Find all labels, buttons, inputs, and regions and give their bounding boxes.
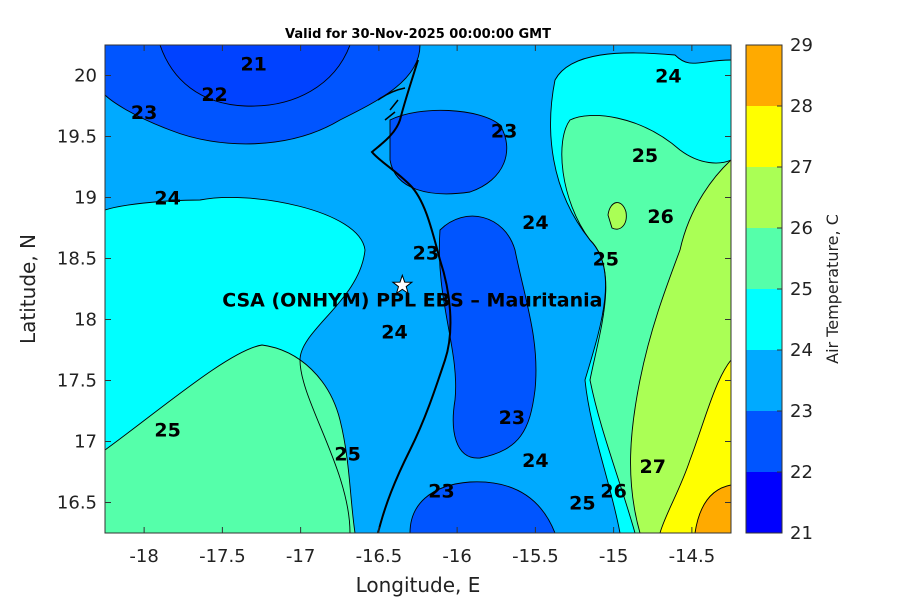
- colorbar-tick-label: 21: [790, 523, 813, 544]
- contour-label: 23: [428, 480, 454, 502]
- x-axis-label: Longitude, E: [356, 573, 481, 597]
- contour-label: 25: [593, 249, 619, 271]
- contour-lines: [105, 45, 731, 533]
- contour-label: 24: [522, 212, 548, 234]
- band-26-27-e: [660, 360, 731, 533]
- contour-label: 23: [131, 102, 157, 124]
- contour-label: 27: [640, 456, 666, 478]
- colorbar-tick-label: 23: [790, 401, 813, 422]
- colorbar-segment: [746, 350, 782, 411]
- y-tick-label: 19.5: [57, 127, 97, 148]
- contour-label: 26: [647, 206, 673, 228]
- y-tick-label: 19: [74, 188, 97, 209]
- y-tick-label: 18.5: [57, 249, 97, 270]
- x-tick-label: -16: [442, 546, 471, 567]
- colorbar-segment: [746, 106, 782, 167]
- contour-label: 24: [522, 450, 548, 472]
- site-marker[interactable]: CSA (ONHYM) PPL EBS – Mauritania: [222, 273, 602, 311]
- site-label: CSA (ONHYM) PPL EBS – Mauritania: [222, 289, 602, 311]
- colorbar-segment: [746, 228, 782, 289]
- colorbar-tick-label: 26: [790, 218, 813, 239]
- x-tick-label: -16.5: [356, 546, 403, 567]
- y-tick-label: 18: [74, 310, 97, 331]
- colorbar-segment: [746, 167, 782, 228]
- contour-label: 21: [240, 53, 266, 75]
- colorbar-segment: [746, 411, 782, 472]
- colorbar-segment: [746, 289, 782, 350]
- band-21-22-inner: [160, 45, 350, 107]
- colorbar-tick-label: 29: [790, 35, 813, 56]
- band-24-25-sw: [105, 345, 355, 533]
- colorbar-tick-label: 25: [790, 279, 813, 300]
- colorbar-tick-label: 28: [790, 96, 813, 117]
- plot-frame: [104, 44, 732, 534]
- contour-fill: [105, 45, 731, 533]
- x-tick-label: -15: [599, 546, 628, 567]
- colorbar-segment: [746, 45, 782, 106]
- contour-label: 23: [491, 120, 517, 142]
- x-tick-label: -17: [286, 546, 315, 567]
- contour-label: 25: [569, 493, 595, 515]
- coastline: [370, 59, 452, 533]
- colorbar-label: Air Temperature, C: [823, 214, 842, 364]
- star-icon[interactable]: [391, 273, 414, 295]
- contour-label: 25: [154, 419, 180, 441]
- colorbar: 21 22 23 24 25 26 27 28 29: [745, 35, 813, 544]
- band-23-24: [105, 45, 731, 533]
- y-tick-label: 17: [74, 432, 97, 453]
- contour-label: 24: [655, 66, 681, 88]
- contour-label: 25: [632, 145, 658, 167]
- y-tick-label: 20: [74, 66, 97, 87]
- contour-label: 24: [381, 322, 407, 344]
- contour-label: 26: [600, 480, 626, 502]
- colorbar-tick-label: 22: [790, 462, 813, 483]
- contour-label: 25: [334, 444, 360, 466]
- band-27-28-se: [695, 485, 731, 533]
- map-title: Valid for 30-Nov-2025 00:00:00 GMT: [285, 27, 551, 42]
- band-25-26-blob: [608, 202, 627, 230]
- y-tick-label: 17.5: [57, 371, 97, 392]
- band-22-23-s: [410, 481, 555, 533]
- colorbar-segment: [746, 472, 782, 533]
- contour-label: 23: [413, 242, 439, 264]
- x-tick-label: -17.5: [199, 546, 246, 567]
- colorbar-tick-label: 27: [790, 157, 813, 178]
- x-tick-label: -18: [129, 546, 158, 567]
- contour-label: 23: [499, 407, 525, 429]
- y-ticks: 16.5 17 17.5 18 18.5 19 19.5 20: [57, 66, 731, 514]
- x-tick-label: -15.5: [512, 546, 559, 567]
- y-tick-label: 16.5: [57, 493, 97, 514]
- band-22-23-trough: [439, 216, 536, 459]
- band-22-23-nc: [390, 110, 507, 194]
- contour-label: 24: [154, 188, 180, 210]
- x-ticks: -18 -17.5 -17 -16.5 -16 -15.5 -15 -14.5: [129, 45, 715, 567]
- y-axis-label: Latitude, N: [16, 234, 40, 344]
- contour-label: 22: [201, 84, 227, 106]
- x-tick-label: -14.5: [669, 546, 716, 567]
- colorbar-tick-label: 24: [790, 340, 813, 361]
